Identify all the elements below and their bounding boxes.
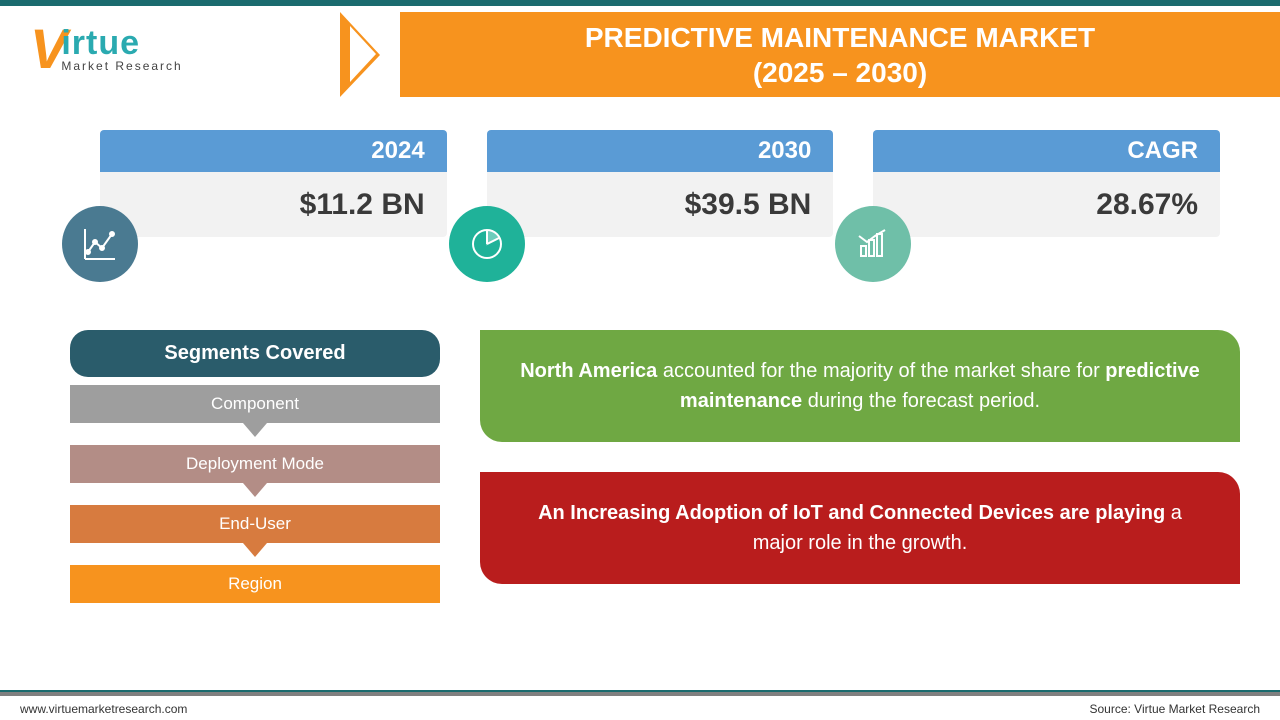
title-line2: (2025 – 2030) — [753, 55, 927, 90]
stat-card-cagr: CAGR 28.67% — [873, 130, 1220, 260]
stat-label: 2024 — [100, 130, 447, 172]
stat-value: 28.67% — [873, 172, 1220, 237]
stat-value: $11.2 BN — [100, 172, 447, 237]
segment-item: End-User — [70, 505, 440, 543]
footer-source: Source: Virtue Market Research — [1089, 702, 1260, 716]
line-chart-icon — [62, 206, 138, 282]
stat-card-2024: 2024 $11.2 BN — [100, 130, 447, 260]
callouts: North America accounted for the majority… — [480, 330, 1240, 614]
logo-subtitle: Market Research — [61, 59, 182, 73]
segment-item: Region — [70, 565, 440, 603]
down-arrow-icon — [243, 423, 267, 437]
down-arrow-icon — [243, 543, 267, 557]
title-bar: PREDICTIVE MAINTENANCE MARKET (2025 – 20… — [400, 12, 1280, 97]
segments-panel: Segments Covered Component Deployment Mod… — [70, 330, 440, 603]
chevron-inner — [350, 26, 376, 82]
stat-label: CAGR — [873, 130, 1220, 172]
segment-item: Deployment Mode — [70, 445, 440, 483]
down-arrow-icon — [243, 483, 267, 497]
stats-row: 2024 $11.2 BN 2030 $39.5 BN CAGR 28.67 — [100, 130, 1220, 260]
pie-chart-icon — [449, 206, 525, 282]
callout-red: An Increasing Adoption of IoT and Connec… — [480, 472, 1240, 584]
header: V irtue Market Research PREDICTIVE MAINT… — [0, 6, 1280, 91]
stat-card-2030: 2030 $39.5 BN — [487, 130, 834, 260]
title-line1: PREDICTIVE MAINTENANCE MARKET — [585, 20, 1095, 55]
segments-title: Segments Covered — [70, 330, 440, 377]
footer-url: www.virtuemarketresearch.com — [20, 702, 187, 716]
logo-v: V — [30, 16, 63, 81]
segment-item: Component — [70, 385, 440, 423]
stat-value: $39.5 BN — [487, 172, 834, 237]
logo: V irtue Market Research — [30, 11, 310, 86]
stat-label: 2030 — [487, 130, 834, 172]
bar-chart-icon — [835, 206, 911, 282]
logo-main: irtue — [61, 24, 182, 63]
footer-bar — [0, 692, 1280, 696]
callout-green: North America accounted for the majority… — [480, 330, 1240, 442]
